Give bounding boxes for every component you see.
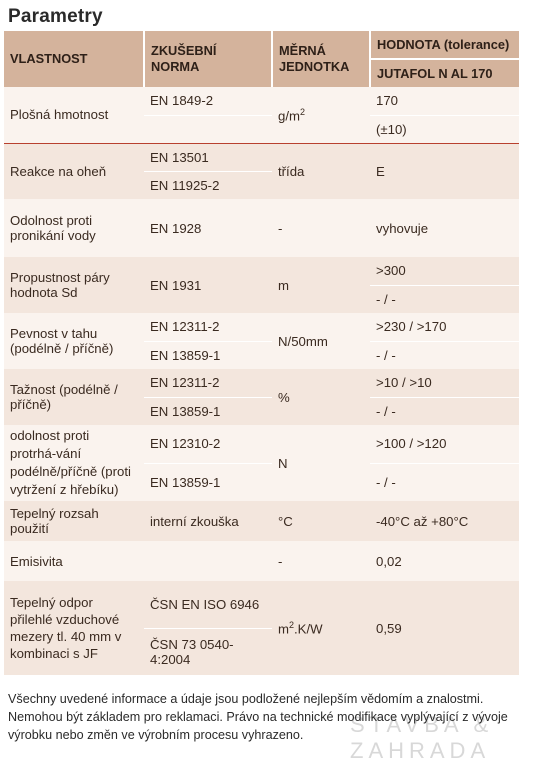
header-norm: ZKUŠEBNÍ NORMA <box>143 31 272 87</box>
row-label: Propustnost páry hodnota Sd <box>4 257 144 313</box>
value-cell: - / - <box>370 340 519 369</box>
value-cell: - / - <box>370 396 519 425</box>
norm-cell: EN 1928 <box>144 199 272 257</box>
norm-cell: interní zkouška <box>144 501 272 541</box>
row-label: Plošná hmotnost <box>4 87 144 143</box>
parameters-table: VLASTNOST ZKUŠEBNÍ NORMA MĚRNÁ JEDNOTKA … <box>4 31 519 675</box>
norm-cell: ČSN 73 0540-4:2004 <box>144 627 272 675</box>
value-cell: - / - <box>370 462 519 501</box>
norm-cell: EN 12310-2 <box>144 425 272 463</box>
row-label: odolnost proti protrhá-vání podélně/příč… <box>4 425 144 501</box>
row-label: Odolnost proti pronikání vody <box>4 199 144 257</box>
unit-cell: N/50mm <box>272 313 370 369</box>
norm-cell: EN 12311-2 <box>144 313 272 341</box>
tolerance-cell: (±10) <box>370 114 519 143</box>
norm-cell <box>144 541 272 581</box>
norm-cell: EN 13859-1 <box>144 340 272 369</box>
value-cell: 170 <box>370 87 519 115</box>
norm-cell: EN 1931 <box>144 257 272 313</box>
row-label: Tepelný odpor přilehlé vzduchové mezery … <box>4 581 144 675</box>
norm-cell: EN 13859-1 <box>144 396 272 425</box>
value-cell: - / - <box>370 284 519 313</box>
norm-cell: ČSN EN ISO 6946 <box>144 581 272 628</box>
unit-cell: m <box>272 257 370 313</box>
norm-cell-empty <box>144 114 272 143</box>
footnote: Všechny uvedené informace a údaje jsou p… <box>8 692 508 742</box>
header-product: JUTAFOL N AL 170 <box>369 58 519 87</box>
value-cell: >300 <box>370 257 519 285</box>
row-label: Reakce na oheň <box>4 142 144 199</box>
header-property: VLASTNOST <box>4 31 144 87</box>
value-cell: >230 / >170 <box>370 313 519 341</box>
unit-cell: - <box>272 541 370 581</box>
value-cell: >100 / >120 <box>370 425 519 463</box>
norm-cell: EN 1849-2 <box>144 87 272 115</box>
unit-cell: °C <box>272 501 370 541</box>
value-cell: vyhovuje <box>370 199 519 257</box>
row-label: Tepelný rozsah použití <box>4 501 144 541</box>
header-value: HODNOTA (tolerance) <box>369 31 519 59</box>
norm-cell: EN 13501 <box>144 142 272 171</box>
row-label: Pevnost v tahu (podélně / příčně) <box>4 313 144 369</box>
watermark: STAVBA & ZAHRADA <box>350 712 494 763</box>
value-cell: 0,59 <box>370 581 519 675</box>
value-cell: E <box>370 142 519 199</box>
norm-cell: EN 13859-1 <box>144 462 272 501</box>
norm-cell: EN 12311-2 <box>144 369 272 397</box>
header-unit: MĚRNÁ JEDNOTKA <box>271 31 370 87</box>
row-label: Emisivita <box>4 541 144 581</box>
unit-cell: m2.K/W <box>272 581 370 675</box>
row-label: Tažnost (podélně / příčně) <box>4 369 144 425</box>
unit-cell: g/m2 <box>272 87 370 143</box>
unit-cell: - <box>272 199 370 257</box>
page-title: Parametry <box>8 6 103 27</box>
value-cell: 0,02 <box>370 541 519 581</box>
parameters-table-wrapper: VLASTNOST ZKUŠEBNÍ NORMA MĚRNÁ JEDNOTKA … <box>4 31 519 675</box>
value-cell: >10 / >10 <box>370 369 519 397</box>
unit-cell: % <box>272 369 370 425</box>
unit-cell: třída <box>272 142 370 199</box>
unit-cell: N <box>272 425 370 501</box>
value-cell: -40°C až +80°C <box>370 501 519 541</box>
norm-cell: EN 11925-2 <box>144 170 272 199</box>
